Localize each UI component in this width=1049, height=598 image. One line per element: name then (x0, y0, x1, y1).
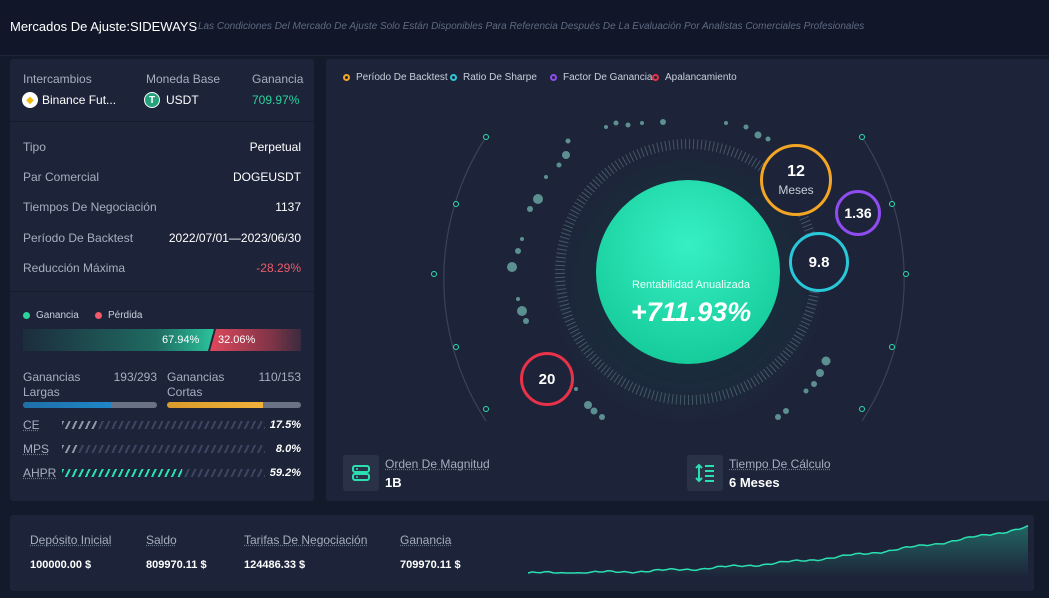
order-magnitude-value: 1B (385, 475, 402, 490)
profit-label: Ganancia (252, 72, 304, 86)
long-trades-progress (23, 402, 157, 408)
win-loss-bar: 67.94% 32.06% (23, 329, 301, 351)
stat-value: 809970.11 $ (146, 559, 207, 571)
loss-bar-value: 32.06% (218, 334, 256, 346)
stat-label: Depósito Inicial (30, 533, 112, 547)
equity-curve-sparkline (527, 524, 1029, 577)
long-trades-fill (23, 402, 112, 408)
stat-value: 100000.00 $ (30, 559, 92, 571)
balance-summary-panel: Depósito Inicial 100000.00 $ Saldo 80997… (10, 515, 1034, 591)
calculation-time-value: 6 Meses (729, 475, 780, 490)
short-trades-fill (167, 402, 264, 408)
calculation-time-label: Tiempo De Cálculo (729, 457, 831, 471)
legend-profit-factor: Factor De Ganancia (550, 72, 653, 83)
legend-leverage: Apalancamiento (652, 72, 737, 83)
legend-sharpe: Ratio De Sharpe (450, 72, 537, 83)
legend-label: Apalancamiento (665, 72, 737, 83)
page-header: Mercados De Ajuste:SIDEWAYS Las Condicio… (0, 0, 1049, 56)
stat-value: 124486.33 $ (244, 559, 306, 571)
short-trades-label: Ganancias Cortas (167, 370, 225, 399)
long-trades-value: 193/293 (113, 370, 157, 384)
calculation-time-icon (687, 455, 723, 491)
legend-label: Período De Backtest (356, 72, 448, 83)
sharpe-ratio-bubble: 9.8 (789, 232, 849, 292)
loss-dot-icon (95, 311, 102, 319)
detail-label: Par Comercial (23, 170, 100, 184)
detail-value: Perpetual (249, 140, 301, 154)
backtest-period-unit: Meses (778, 183, 814, 197)
usdt-icon: T (144, 92, 160, 108)
performance-visual-panel: Período De Backtest Ratio De Sharpe Fact… (326, 59, 1049, 501)
base-currency-label: Moneda Base (146, 72, 221, 86)
backtest-period-bubble: 12 Meses (760, 144, 832, 216)
metric-bar (62, 421, 265, 429)
page-title: Mercados De Ajuste:SIDEWAYS (10, 19, 198, 34)
metric-bar-fill (62, 421, 98, 429)
base-currency-value: USDT (166, 93, 199, 107)
stat-label: Saldo (146, 533, 177, 547)
return-visual-graphic (431, 119, 909, 422)
legend-dot-icon (450, 73, 457, 81)
metric-name: CE (23, 418, 40, 432)
detail-value: DOGEUSDT (232, 170, 301, 184)
gain-dot-icon (23, 311, 30, 319)
legend-dot-icon (652, 73, 659, 81)
leverage-value: 20 (538, 370, 556, 388)
divider (10, 121, 314, 122)
metric-value: 59.2% (269, 467, 301, 479)
metric-bar (62, 469, 265, 477)
gain-bar-value: 67.94% (162, 334, 200, 346)
metric-bar (62, 445, 265, 453)
metric-bar-fill (62, 469, 183, 477)
order-magnitude-icon (343, 455, 379, 491)
header-disclaimer: Las Condiciones Del Mercado De Ajuste So… (198, 21, 865, 32)
metric-value: 8.0% (275, 443, 301, 455)
profit-factor-value: 1.36 (844, 205, 872, 221)
detail-value: 2022/07/01—2023/06/30 (168, 231, 301, 245)
profit-factor-bubble: 1.36 (835, 190, 881, 236)
sharpe-ratio-value: 9.8 (808, 253, 830, 271)
stat-value: 709970.11 $ (400, 559, 461, 571)
legend-label: Ratio De Sharpe (463, 72, 537, 83)
detail-label: Reducción Máxima (23, 261, 126, 275)
detail-value: 1137 (275, 200, 301, 214)
strategy-summary-panel: Intercambios Moneda Base Ganancia ◆ Bina… (10, 59, 314, 501)
metric-bar-fill (62, 445, 79, 453)
legend-backtest-period: Período De Backtest (343, 72, 448, 83)
detail-label: Tiempos De Negociación (23, 200, 157, 214)
exchange-label: Intercambios (23, 72, 92, 86)
annualized-return-value: +711.93% (630, 297, 752, 327)
short-trades-progress (167, 402, 301, 408)
profit-value: 709.97% (252, 93, 300, 107)
metric-name: MPS (23, 442, 50, 456)
exchange-value: Binance Fut... (42, 93, 117, 107)
gain-bar (23, 329, 214, 351)
binance-icon: ◆ (22, 92, 38, 108)
stat-label: Tarifas De Negociación (244, 533, 368, 547)
metric-name: AHPR (23, 466, 57, 480)
legend-dot-icon (550, 73, 557, 81)
divider (10, 291, 314, 292)
return-visual: Rentabilidad Anualizada +711.93% 12 Mese… (326, 89, 1049, 479)
leverage-bubble: 20 (520, 352, 574, 406)
legend-dot-icon (343, 73, 350, 81)
stat-label: Ganancia (400, 533, 452, 547)
order-magnitude-label: Orden De Magnitud (385, 457, 490, 471)
gain-legend: Ganancia (23, 310, 79, 321)
annualized-return-label: Rentabilidad Anualizada (631, 279, 751, 291)
detail-label: Tipo (23, 140, 46, 154)
long-trades-label: Ganancias Largas (23, 370, 81, 399)
detail-label: Período De Backtest (23, 231, 134, 245)
gain-legend-label: Ganancia (36, 310, 79, 321)
detail-value: -28.29% (256, 261, 301, 275)
short-trades-value: 110/153 (258, 370, 302, 384)
legend-label: Factor De Ganancia (563, 72, 653, 83)
loss-bar (210, 329, 301, 351)
metric-value: 17.5% (269, 419, 301, 431)
loss-legend: Pérdida (95, 310, 142, 321)
backtest-period-value: 12 (787, 163, 805, 180)
loss-legend-label: Pérdida (108, 310, 143, 321)
